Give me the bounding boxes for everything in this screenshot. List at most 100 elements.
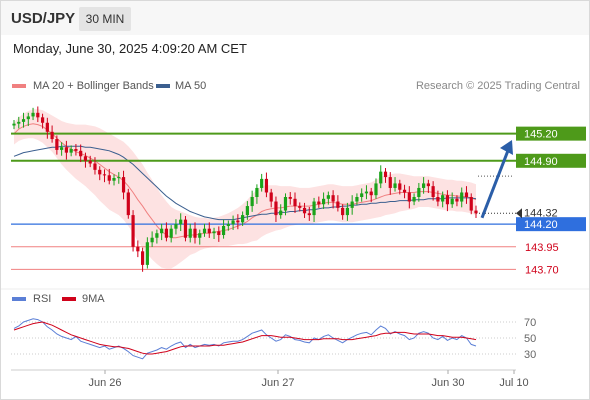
candle-body: [17, 121, 21, 124]
candle-body: [402, 189, 407, 193]
time-tick-label: Jun 30: [431, 377, 464, 389]
rsi-legend-label: RSI: [33, 293, 52, 305]
candle-body: [474, 210, 478, 214]
candle-body: [422, 183, 426, 188]
candle-body: [183, 219, 188, 238]
level-tag: [516, 126, 586, 141]
rsi-tick-label: 50: [524, 333, 536, 345]
rsi-ma-line: [13, 321, 477, 355]
candle-body: [288, 197, 292, 199]
candle-body: [379, 171, 383, 184]
candle-body: [250, 197, 254, 207]
candle-body: [393, 183, 397, 188]
candle-body: [121, 177, 126, 193]
candle-body: [355, 197, 359, 202]
bollinger-band: [14, 109, 476, 269]
candle-body: [145, 242, 149, 265]
candle-body: [283, 197, 288, 211]
candle-body: [241, 215, 245, 223]
candle-body: [12, 123, 16, 126]
candle-body: [231, 220, 235, 225]
last-price-label: 144.32: [524, 207, 558, 219]
candle-body: [336, 201, 340, 208]
rsi-line: [13, 318, 477, 360]
candle-body: [245, 206, 249, 216]
candle-body: [64, 147, 68, 153]
candle-body: [374, 183, 378, 196]
symbol-title: USD/JPY: [11, 10, 76, 27]
candle-body: [331, 195, 335, 202]
candle-body: [188, 228, 192, 238]
candle-body: [341, 207, 345, 216]
candle-body: [202, 228, 207, 234]
candle-body: [93, 163, 97, 170]
candle-body: [312, 201, 316, 216]
candle-body: [464, 192, 469, 197]
ma20-legend-swatch: [12, 84, 26, 88]
candle-body: [174, 224, 178, 229]
candle-body: [321, 198, 326, 205]
candle-body: [436, 197, 440, 202]
candle-body: [307, 213, 311, 216]
candle-body: [107, 175, 111, 181]
candle-body: [460, 192, 464, 202]
ma20-legend-label: MA 20 + Bollinger Bands: [33, 80, 154, 92]
ma50-line: [13, 145, 477, 221]
last-price-pointer: [516, 208, 522, 219]
candle-body: [45, 122, 49, 132]
candle-body: [212, 231, 216, 234]
ma20-line: [13, 123, 477, 239]
candle-body: [317, 201, 321, 205]
candle-body: [279, 210, 283, 216]
candle-body: [469, 197, 473, 211]
candle-body: [417, 187, 421, 197]
level-tag: [516, 217, 586, 232]
candle-body: [293, 198, 297, 207]
candle-body: [345, 207, 350, 216]
candle-body: [369, 191, 373, 196]
candle-body: [441, 195, 445, 202]
candle-body: [383, 171, 388, 178]
candle-body: [40, 117, 45, 123]
candle-body: [140, 251, 145, 265]
candle-body: [198, 233, 202, 238]
candle-body: [117, 177, 121, 179]
timeframe-button[interactable]: 30 MIN: [79, 7, 131, 31]
candle-body: [398, 183, 402, 190]
level-label: 145.20: [524, 129, 558, 141]
candle-body: [350, 201, 354, 208]
level-label: 143.70: [525, 264, 559, 276]
candle-body: [83, 156, 88, 161]
rsi-tick-label: 30: [524, 349, 536, 361]
candle-body: [131, 215, 135, 247]
candle-body: [226, 224, 230, 226]
candle-body: [445, 195, 450, 205]
candle-body: [326, 195, 330, 199]
candle-body: [31, 112, 35, 117]
candle-body: [98, 169, 102, 175]
candle-body: [236, 220, 240, 223]
candle-body: [217, 231, 221, 236]
candle-body: [450, 198, 454, 205]
candle-body: [274, 201, 278, 216]
rsi-tick-label: 70: [524, 317, 536, 329]
candle-body: [260, 178, 264, 188]
level-label: 144.20: [524, 219, 558, 231]
candle-body: [298, 206, 302, 208]
time-tick-label: Jul 10: [499, 377, 528, 389]
ma50-legend-label: MA 50: [175, 80, 207, 92]
candle-body: [193, 228, 197, 238]
candle-body: [179, 219, 183, 225]
candle-body: [74, 149, 78, 151]
rsi-ma-legend-swatch: [62, 297, 76, 301]
candle-body: [160, 228, 164, 234]
level-label: 143.95: [525, 242, 559, 254]
candle-body: [426, 183, 430, 187]
candle-body: [455, 198, 459, 202]
candle-body: [79, 150, 83, 157]
candle-body: [55, 139, 59, 150]
candle-body: [36, 112, 40, 118]
candle-body: [150, 237, 154, 243]
candle-body: [264, 178, 269, 193]
candle-body: [269, 192, 273, 202]
